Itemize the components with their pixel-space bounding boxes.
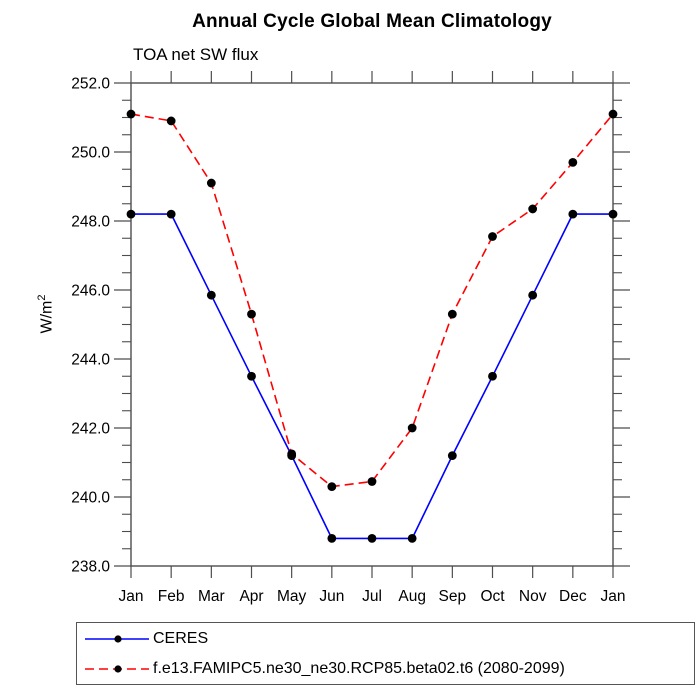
chart-subtitle: TOA net SW flux: [133, 45, 259, 64]
x-tick-label: Feb: [158, 588, 185, 605]
data-point-marker: [488, 232, 497, 241]
data-point-marker: [206, 290, 216, 300]
data-point-marker: [568, 157, 578, 167]
x-tick-label: Oct: [480, 588, 505, 605]
data-point-marker: [327, 534, 337, 543]
data-point-marker: [407, 423, 417, 433]
data-point-marker: [287, 449, 297, 459]
data-point-marker: [126, 109, 136, 119]
data-point-marker: [247, 371, 256, 381]
x-tick-label: Aug: [398, 588, 426, 605]
legend-line-sample-ceres: [85, 634, 149, 643]
data-point-marker: [407, 534, 417, 543]
series-line-model: [130, 113, 614, 488]
data-point-marker: [568, 209, 578, 219]
data-point-marker: [327, 482, 337, 492]
series-line-ceres: [131, 213, 613, 540]
x-tick-label: Jun: [319, 588, 344, 605]
data-point-marker: [528, 204, 538, 214]
x-tick-label: May: [277, 588, 307, 605]
legend-label: CERES: [153, 629, 209, 647]
data-point-marker: [367, 477, 377, 486]
data-point-marker: [166, 116, 176, 126]
data-point-marker: [166, 209, 176, 219]
x-tick-label: Jan: [601, 588, 626, 605]
data-point-marker: [608, 209, 618, 219]
y-tick-label: 250.0: [71, 145, 110, 162]
y-tick-label: 242.0: [71, 421, 110, 438]
legend-item: f.e13.FAMIPC5.ne30_ne30.RCP85.beta02.t6 …: [82, 656, 694, 682]
chart-title: Annual Cycle Global Mean Climatology: [192, 11, 552, 32]
data-point-marker: [447, 309, 457, 319]
legend-label: f.e13.FAMIPC5.ne30_ne30.RCP85.beta02.t6 …: [153, 659, 565, 677]
x-tick-label: Sep: [439, 588, 467, 605]
y-tick-label: 244.0: [71, 352, 110, 369]
x-tick-label: Apr: [239, 588, 263, 605]
y-tick-label: 246.0: [71, 283, 110, 300]
y-tick-label: 252.0: [71, 76, 110, 93]
x-tick-label: Dec: [559, 588, 587, 605]
data-point-marker: [206, 178, 216, 188]
legend-item: CERES: [82, 626, 694, 652]
data-point-marker: [126, 209, 136, 219]
x-tick-label: Jul: [362, 588, 382, 605]
data-point-marker: [247, 309, 256, 319]
data-point-marker: [608, 109, 618, 119]
legend-line-sample-model: [85, 664, 149, 673]
legend: CERES f.e13.FAMIPC5.ne30_ne30.RCP85.beta…: [76, 622, 695, 685]
y-tick-label: 238.0: [71, 559, 110, 576]
data-point-marker: [447, 451, 457, 460]
data-point-marker: [488, 371, 497, 381]
y-tick-label: 240.0: [71, 490, 110, 507]
x-tick-label: Nov: [519, 588, 547, 605]
x-tick-label: Jan: [119, 588, 144, 605]
x-tick-label: Mar: [198, 588, 225, 605]
data-point-marker: [367, 534, 377, 543]
y-tick-label: 248.0: [71, 214, 110, 231]
data-point-marker: [528, 290, 538, 300]
plot-area: 238.0 240.0 242.0 244.0 246.0 248.0 250.0 252.0…: [71, 71, 630, 605]
plot-frame: [130, 82, 614, 567]
